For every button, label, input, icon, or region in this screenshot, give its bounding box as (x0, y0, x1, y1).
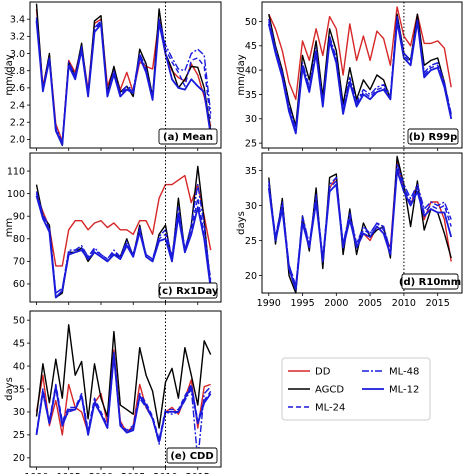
panel-frame (261, 1, 463, 149)
y-tick-label: 2.8 (10, 66, 25, 77)
panel-label: (a) Mean (163, 132, 213, 143)
legend: DD AGCD ML-24 ML-48 ML-12 (281, 357, 431, 421)
y-tick-label: 45 (13, 338, 25, 349)
series-line-ml-24 (35, 351, 212, 441)
legend-label-ml-24: ML-24 (315, 403, 345, 414)
y-tick-label: 60 (13, 279, 25, 290)
series-line-agcd (268, 13, 452, 127)
series-line-dd (35, 174, 212, 267)
x-tick-label: 2015 (426, 298, 450, 309)
y-tick-label: 2.0 (10, 135, 25, 146)
series-line-dd (268, 6, 452, 101)
series-line-ml-12 (267, 169, 453, 291)
y-tick-label: 3.0 (10, 49, 25, 60)
panel-label-box (158, 128, 218, 145)
x-tick-label: 2015 (186, 472, 210, 474)
panel-label: (b) R99p (409, 132, 458, 143)
legend-label-ml-12: ML-12 (389, 385, 419, 396)
x-tick-label: 1995 (290, 298, 314, 309)
x-tick-label: 2010 (153, 472, 177, 474)
panel-label-box (407, 128, 459, 145)
y-tick-label: 30 (245, 201, 257, 212)
y-tick-label: 70 (13, 257, 25, 268)
x-tick-label: 1990 (24, 472, 48, 474)
y-tick-label: 20 (245, 271, 257, 282)
panel-frame (29, 152, 222, 303)
y-tick-label: 30 (13, 407, 25, 418)
x-tick-label: 2000 (89, 472, 113, 474)
series-line-ml-12 (267, 20, 453, 135)
y-tick-label: 45 (245, 41, 257, 52)
y-axis-label: days (4, 377, 15, 401)
panel-5: 20 25 30 35 40 45 50 1990 1995 2000 2005 2010 2015 da… (4, 310, 222, 474)
y-axis-label: days (236, 211, 247, 235)
y-tick-label: 25 (245, 138, 257, 149)
x-tick-label: 2005 (358, 298, 382, 309)
y-tick-label: 30 (245, 114, 257, 125)
legend-label-agcd: AGCD (315, 385, 344, 396)
legend-frame (281, 357, 431, 421)
y-tick-label: 90 (13, 212, 25, 223)
y-tick-label: 100 (7, 189, 25, 200)
y-tick-label: 40 (245, 65, 257, 76)
y-axis-label: mm/day (236, 54, 247, 95)
panel-label-box (158, 282, 218, 299)
x-tick-label: 2010 (392, 298, 416, 309)
y-tick-label: 40 (13, 361, 25, 372)
x-tick-label: 1995 (57, 472, 81, 474)
series-line-ml-24 (35, 19, 212, 145)
x-tick-label: 2000 (324, 298, 348, 309)
legend-label-dd: DD (315, 367, 331, 378)
x-tick-label: 2005 (121, 472, 145, 474)
panel-label: (c) Rx1Day (158, 286, 219, 297)
y-tick-label: 50 (13, 315, 25, 326)
y-tick-label: 35 (245, 90, 257, 101)
y-tick-label: 35 (13, 384, 25, 395)
series-line-ml-12 (35, 353, 212, 443)
panel-2: 25 30 35 40 45 50 mm/day (b) R99p (236, 1, 463, 151)
x-tick-label: 1990 (257, 298, 281, 309)
y-tick-label: 20 (13, 453, 25, 464)
series-line-agcd (35, 324, 212, 429)
panel-1: 2.0 2.2 2.4 2.6 2.8 3.0 3.2 3.4 mm/day (a) Mean (4, 1, 222, 151)
y-tick-label: 110 (7, 166, 25, 177)
panel-label: (d) R10mm (399, 277, 461, 288)
panel-label-box (166, 447, 218, 464)
y-axis-label: mm/day (4, 54, 15, 95)
y-tick-label: 35 (245, 166, 257, 177)
y-tick-label: 25 (245, 236, 257, 247)
y-tick-label: 2.2 (10, 118, 25, 129)
panel-label-box (401, 273, 459, 290)
y-tick-label: 50 (245, 17, 257, 28)
y-tick-label: 3.2 (10, 32, 25, 43)
panel-3: 60 70 80 90 100 110 mm (c) Rx1Day (4, 152, 222, 305)
series-line-ml-12 (35, 195, 212, 299)
panel-frame (261, 152, 463, 294)
panel-4: 20 25 30 35 1990 1995 2000 2005 2010 2015 days (d) … (236, 152, 463, 309)
y-tick-label: 2.4 (10, 100, 25, 111)
y-tick-label: 80 (13, 234, 25, 245)
series-line-ml-12 (35, 20, 212, 146)
y-axis-label: mm (4, 218, 15, 237)
legend-label-ml-48: ML-48 (389, 367, 419, 378)
panel-label: (e) CDD (170, 451, 213, 462)
y-tick-label: 3.4 (10, 14, 25, 25)
y-tick-label: 25 (13, 430, 25, 441)
y-tick-label: 2.6 (10, 83, 25, 94)
